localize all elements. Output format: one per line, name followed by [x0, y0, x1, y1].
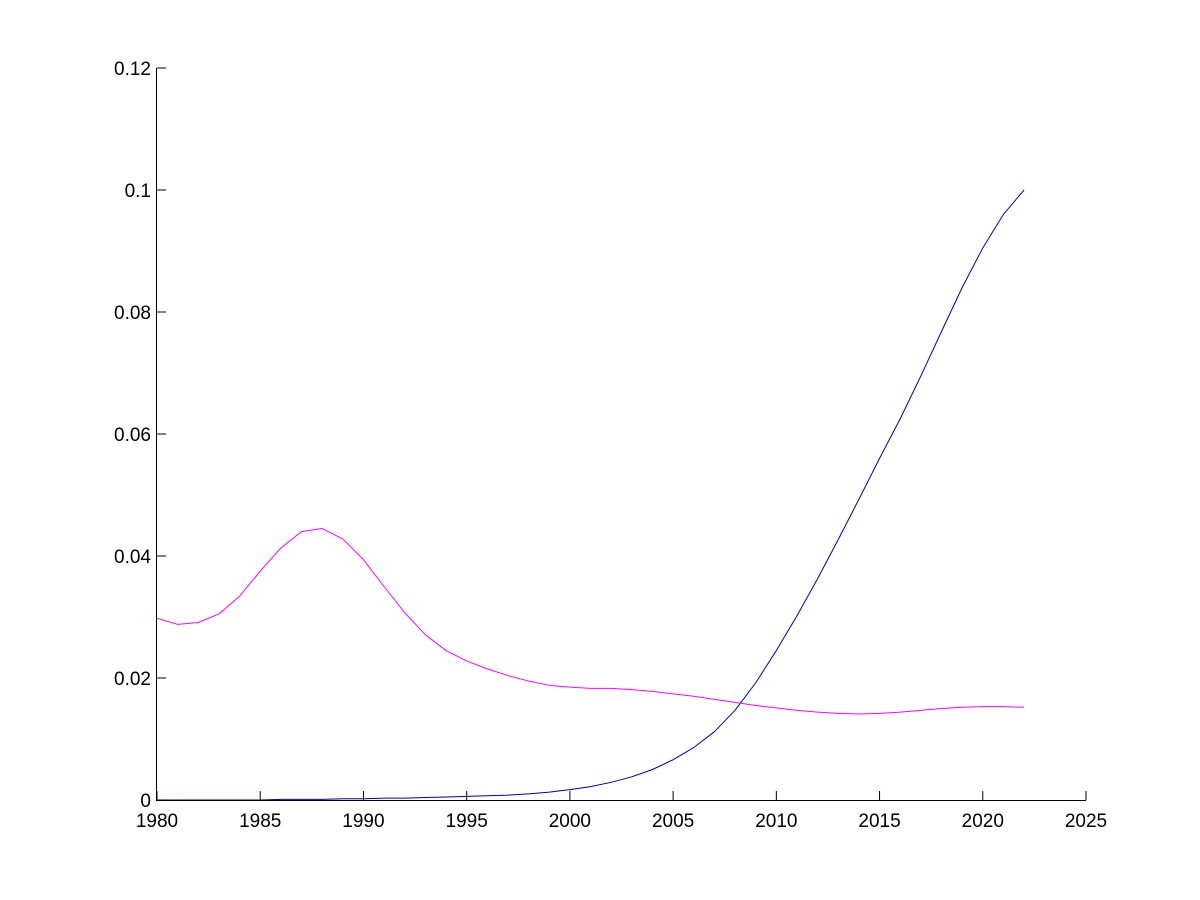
y-tick-label: 0.02 [114, 669, 151, 690]
x-tick-label: 2025 [1065, 811, 1107, 832]
x-tick-label: 1990 [342, 811, 384, 832]
y-tick-label: 0.04 [114, 547, 151, 568]
x-tick-label: 2020 [962, 811, 1004, 832]
x-tick-label: 2000 [549, 811, 591, 832]
y-tick-label: 0.06 [114, 425, 151, 446]
series-line-1 [157, 189, 1025, 801]
y-tick-label: 0.08 [114, 303, 151, 324]
y-tick-label: 0.1 [125, 181, 151, 202]
series-line-2 [156, 528, 1025, 715]
x-tick-label: 2015 [858, 811, 900, 832]
x-tick-label: 2005 [652, 811, 694, 832]
axes-layer: 1980 1985 1990 1995 2000 2005 2010 2015 2020 2025… [114, 59, 1107, 832]
y-tick-label: 0.12 [114, 59, 151, 80]
x-tick-label: 1985 [239, 811, 281, 832]
y-tick-label: 0 [140, 791, 151, 812]
series-layer [156, 189, 1025, 801]
x-tick-label: 2010 [755, 811, 797, 832]
x-tick-label: 1980 [136, 811, 178, 832]
x-tick-label: 1995 [446, 811, 488, 832]
